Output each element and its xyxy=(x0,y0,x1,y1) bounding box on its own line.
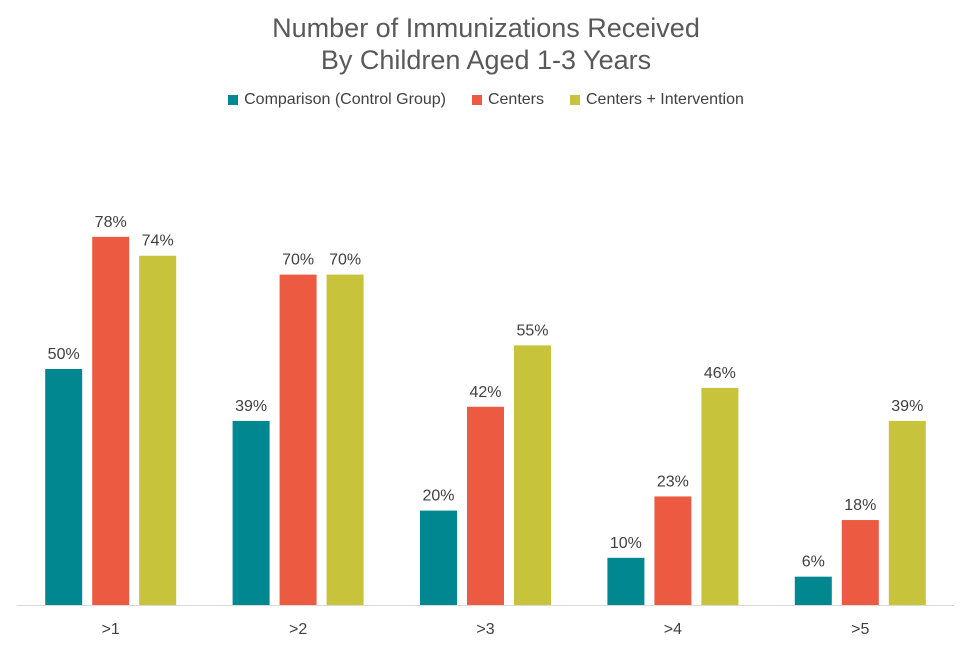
legend-item-centers: Centers xyxy=(471,91,544,109)
legend-item-comparison: Comparison (Control Group) xyxy=(228,91,446,109)
legend-swatch-comparison xyxy=(228,95,239,105)
data-label-centers-intervention-5: 39% xyxy=(891,398,923,415)
legend-swatch-centers xyxy=(471,95,482,105)
bar-centers-4 xyxy=(654,496,692,605)
bar-comparison-3 xyxy=(420,510,457,605)
legend-label-comparison: Comparison (Control Group) xyxy=(244,91,446,108)
data-label-centers-3: 42% xyxy=(469,384,501,401)
chart-title-line-2: By Children Aged 1-3 Years xyxy=(320,45,652,75)
data-label-comparison-3: 20% xyxy=(422,488,454,505)
x-tick-label-1: >1 xyxy=(102,621,120,638)
bar-centers-2 xyxy=(279,274,317,605)
data-label-comparison-1: 50% xyxy=(48,346,80,363)
bar-centers-intervention-2 xyxy=(326,274,364,605)
x-tick-label-4: >4 xyxy=(664,621,682,638)
chart-title: Number of Immunizations Received By Chil… xyxy=(0,12,972,76)
data-label-centers-intervention-1: 74% xyxy=(142,233,174,250)
data-label-comparison-2: 39% xyxy=(235,398,267,415)
data-label-centers-2: 70% xyxy=(282,252,314,269)
x-tick-label-2: >2 xyxy=(289,621,307,638)
data-label-centers-4: 23% xyxy=(657,473,689,490)
legend-label-centers-intervention: Centers + Intervention xyxy=(586,91,744,108)
data-label-centers-1: 78% xyxy=(95,214,127,231)
chart-title-line-1: Number of Immunizations Received xyxy=(272,13,700,43)
x-tick-label-3: >3 xyxy=(476,621,494,638)
bar-centers-intervention-4 xyxy=(701,387,739,605)
bar-centers-3 xyxy=(467,406,504,605)
legend-item-centers-intervention: Centers + Intervention xyxy=(570,91,744,109)
bar-comparison-4 xyxy=(607,557,645,605)
bar-centers-5 xyxy=(841,520,879,605)
bar-comparison-5 xyxy=(794,576,832,605)
data-label-centers-5: 18% xyxy=(844,497,876,514)
bar-comparison-2 xyxy=(232,420,270,605)
bar-centers-intervention-5 xyxy=(888,420,926,605)
bar-centers-intervention-1 xyxy=(139,255,177,605)
chart-legend: Comparison (Control Group) Centers Cente… xyxy=(0,91,972,109)
data-label-comparison-5: 6% xyxy=(802,554,825,571)
legend-swatch-centers-intervention xyxy=(570,95,580,105)
bar-centers-intervention-3 xyxy=(514,345,551,605)
data-label-comparison-4: 10% xyxy=(610,535,642,552)
data-label-centers-intervention-3: 55% xyxy=(516,322,548,339)
data-label-centers-intervention-4: 46% xyxy=(704,365,736,382)
data-label-centers-intervention-2: 70% xyxy=(329,252,361,269)
bar-comparison-1 xyxy=(45,369,83,605)
bar-centers-1 xyxy=(92,236,130,605)
x-tick-label-5: >5 xyxy=(851,621,869,638)
legend-label-centers: Centers xyxy=(487,91,544,108)
